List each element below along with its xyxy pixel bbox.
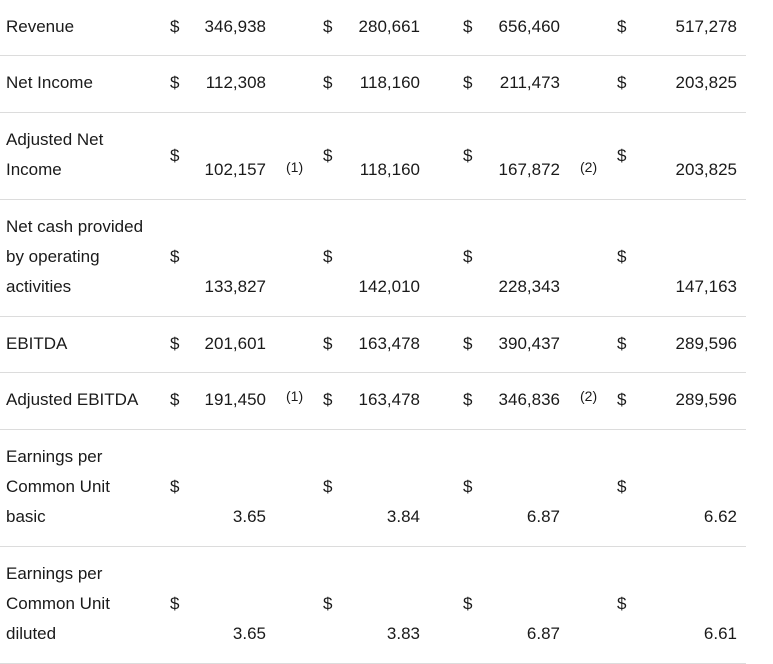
row-label: Adjusted Net Income xyxy=(6,130,104,179)
currency-symbol: $ xyxy=(323,17,333,36)
currency-symbol: $ xyxy=(170,146,180,165)
row-label: Earnings per Common Unit basic xyxy=(6,447,110,526)
currency-symbol: $ xyxy=(170,247,180,266)
cell-value: 346,836 xyxy=(498,390,560,409)
financial-table: Revenue $ 346,938 $ 280,661 $ 656,460 $ … xyxy=(0,0,746,664)
footnote-marker: (1) xyxy=(286,388,304,404)
currency-symbol: $ xyxy=(323,334,333,353)
footnote-marker: (2) xyxy=(580,388,598,404)
currency-symbol: $ xyxy=(323,146,333,165)
currency-symbol: $ xyxy=(170,73,180,92)
currency-symbol: $ xyxy=(463,390,473,409)
cell-value: 3.84 xyxy=(386,507,420,526)
footnote-marker: (2) xyxy=(580,159,598,175)
row-label: Earnings per Common Unit diluted xyxy=(6,564,110,643)
currency-symbol: $ xyxy=(170,390,180,409)
cell-value: 133,827 xyxy=(204,277,266,296)
cell-value: 3.65 xyxy=(232,507,266,526)
cell-value: 112,308 xyxy=(205,73,266,92)
table-row: Earnings per Common Unit diluted $ 3.65 … xyxy=(0,547,746,664)
cell-value: 289,596 xyxy=(675,390,737,409)
cell-value: 3.65 xyxy=(232,624,266,643)
cell-value: 203,825 xyxy=(675,73,737,92)
cell-value: 228,343 xyxy=(498,277,560,296)
cell-value: 390,437 xyxy=(498,334,560,353)
cell-value: 203,825 xyxy=(675,160,737,179)
currency-symbol: $ xyxy=(463,477,473,496)
currency-symbol: $ xyxy=(170,334,180,353)
currency-symbol: $ xyxy=(617,390,627,409)
cell-value: 163,478 xyxy=(358,390,420,409)
cell-value: 6.87 xyxy=(526,507,560,526)
cell-value: 201,601 xyxy=(204,334,266,353)
cell-value: 6.62 xyxy=(703,507,737,526)
cell-value: 211,473 xyxy=(499,73,560,92)
cell-value: 118,160 xyxy=(359,73,420,92)
cell-value: 163,478 xyxy=(358,334,420,353)
table-row: Net Income $ 112,308 $ 118,160 $ 211,473… xyxy=(0,56,746,113)
currency-symbol: $ xyxy=(170,17,180,36)
cell-value: 118,160 xyxy=(359,160,420,179)
row-label: Net cash provided by operating activitie… xyxy=(6,217,144,296)
currency-symbol: $ xyxy=(617,146,627,165)
currency-symbol: $ xyxy=(617,247,627,266)
cell-value: 289,596 xyxy=(675,334,737,353)
cell-value: 6.61 xyxy=(703,624,737,643)
currency-symbol: $ xyxy=(617,17,627,36)
currency-symbol: $ xyxy=(617,477,627,496)
table-row: Adjusted Net Income $ 102,157 (1) $ 118,… xyxy=(0,113,746,200)
cell-value: 142,010 xyxy=(358,277,420,296)
currency-symbol: $ xyxy=(170,594,180,613)
table-row: Revenue $ 346,938 $ 280,661 $ 656,460 $ … xyxy=(0,0,746,56)
cell-value: 346,938 xyxy=(204,17,266,36)
table-row: Adjusted EBITDA $ 191,450 (1) $ 163,478 … xyxy=(0,373,746,430)
row-label: Revenue xyxy=(6,17,75,36)
table-row: Earnings per Common Unit basic $ 3.65 $ … xyxy=(0,430,746,547)
cell-value: 3.83 xyxy=(386,624,420,643)
currency-symbol: $ xyxy=(463,17,473,36)
cell-value: 280,661 xyxy=(358,17,420,36)
currency-symbol: $ xyxy=(617,334,627,353)
cell-value: 656,460 xyxy=(498,17,560,36)
currency-symbol: $ xyxy=(617,73,627,92)
currency-symbol: $ xyxy=(463,146,473,165)
currency-symbol: $ xyxy=(323,390,333,409)
currency-symbol: $ xyxy=(463,247,473,266)
row-label: Adjusted EBITDA xyxy=(6,390,139,409)
cell-value: 6.87 xyxy=(526,624,560,643)
cell-value: 147,163 xyxy=(675,277,737,296)
table-row: EBITDA $ 201,601 $ 163,478 $ 390,437 $ 2… xyxy=(0,317,746,373)
currency-symbol: $ xyxy=(323,594,333,613)
row-label: Net Income xyxy=(6,73,93,92)
currency-symbol: $ xyxy=(463,73,473,92)
currency-symbol: $ xyxy=(463,594,473,613)
footnote-marker: (1) xyxy=(286,159,304,175)
table-row: Net cash provided by operating activitie… xyxy=(0,200,746,317)
currency-symbol: $ xyxy=(323,477,333,496)
currency-symbol: $ xyxy=(323,247,333,266)
cell-value: 102,157 xyxy=(204,160,266,179)
currency-symbol: $ xyxy=(170,477,180,496)
currency-symbol: $ xyxy=(617,594,627,613)
currency-symbol: $ xyxy=(463,334,473,353)
row-label: EBITDA xyxy=(6,334,68,353)
cell-value: 517,278 xyxy=(675,17,737,36)
cell-value: 191,450 xyxy=(204,390,266,409)
currency-symbol: $ xyxy=(323,73,333,92)
cell-value: 167,872 xyxy=(498,160,560,179)
